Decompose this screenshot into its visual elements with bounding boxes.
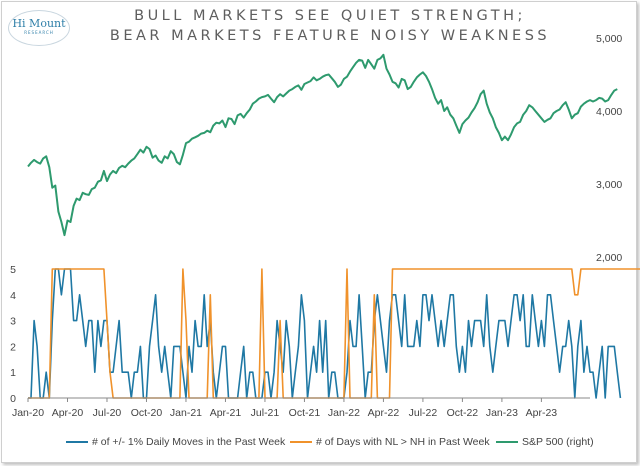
y-tick-label-right: 3,000: [596, 179, 622, 191]
series-line-of-1-daily-moves-in-the-past-week: [28, 268, 622, 399]
x-tick-label: Jan-23: [486, 407, 518, 419]
x-tick-label: Jul-22: [409, 407, 438, 419]
logo-name: Hi Mount: [12, 17, 66, 30]
x-tick-label: Apr-20: [52, 407, 84, 419]
chart-title: BULL MARKETS SEE QUIET STRENGTH; BEAR MA…: [70, 6, 590, 46]
legend-item-nl-nh: # of Days with NL > NH in Past Week: [290, 436, 490, 448]
legend-item-sp500: S&P 500 (right): [496, 436, 594, 448]
y-tick-label-right: 4,000: [596, 106, 622, 118]
chart-title-line-2: BEAR MARKETS FEATURE NOISY WEAKNESS: [109, 28, 551, 44]
y-tick-label-left: 5: [10, 264, 16, 276]
legend-label-sp500: S&P 500 (right): [522, 436, 594, 448]
x-tick-label: Jul-20: [93, 407, 122, 419]
chart-title-line-1: BULL MARKETS SEE QUIET STRENGTH;: [134, 8, 526, 24]
y-tick-label-right: 5,000: [596, 33, 622, 45]
legend: # of +/- 1% Daily Moves in the Past Week…: [0, 432, 640, 452]
y-tick-label-left: 1: [10, 367, 16, 379]
legend-item-moves: # of +/- 1% Daily Moves in the Past Week: [66, 436, 285, 448]
logo: Hi Mount RESEARCH: [8, 10, 70, 46]
series-line-s-p-500-right: [27, 53, 618, 237]
x-tick-label: Oct-21: [289, 407, 321, 419]
logo-subtitle: RESEARCH: [24, 30, 54, 35]
y-tick-label-left: 0: [10, 393, 16, 405]
x-tick-label: Jan-21: [170, 407, 202, 419]
x-tick-label: Apr-22: [368, 407, 400, 419]
y-tick-label-left: 4: [10, 290, 16, 302]
legend-swatch-moves: [66, 441, 88, 444]
x-tick-label: Apr-21: [210, 407, 242, 419]
legend-swatch-nl-nh: [290, 441, 312, 444]
legend-swatch-sp500: [496, 441, 518, 444]
y-tick-label-right: 2,000: [596, 252, 622, 264]
x-tick-label: Oct-20: [131, 407, 163, 419]
x-tick-label: Jan-22: [328, 407, 360, 419]
x-tick-label: Oct-22: [447, 407, 479, 419]
x-tick-label: Jan-20: [12, 407, 44, 419]
legend-label-nl-nh: # of Days with NL > NH in Past Week: [316, 436, 490, 448]
legend-label-moves: # of +/- 1% Daily Moves in the Past Week: [92, 436, 286, 448]
y-tick-label-left: 3: [10, 316, 16, 328]
y-tick-label-left: 2: [10, 341, 16, 353]
x-tick-label: Apr-23: [526, 407, 558, 419]
x-tick-label: Jul-21: [251, 407, 280, 419]
